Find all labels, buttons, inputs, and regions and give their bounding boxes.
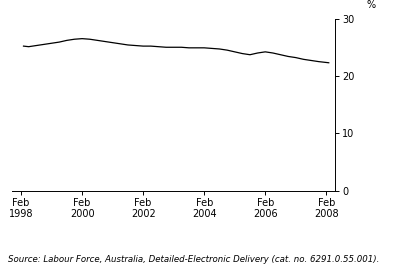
Text: Source: Labour Force, Australia, Detailed-Electronic Delivery (cat. no. 6291.0.5: Source: Labour Force, Australia, Detaile… — [8, 255, 379, 264]
Text: %: % — [366, 0, 375, 10]
